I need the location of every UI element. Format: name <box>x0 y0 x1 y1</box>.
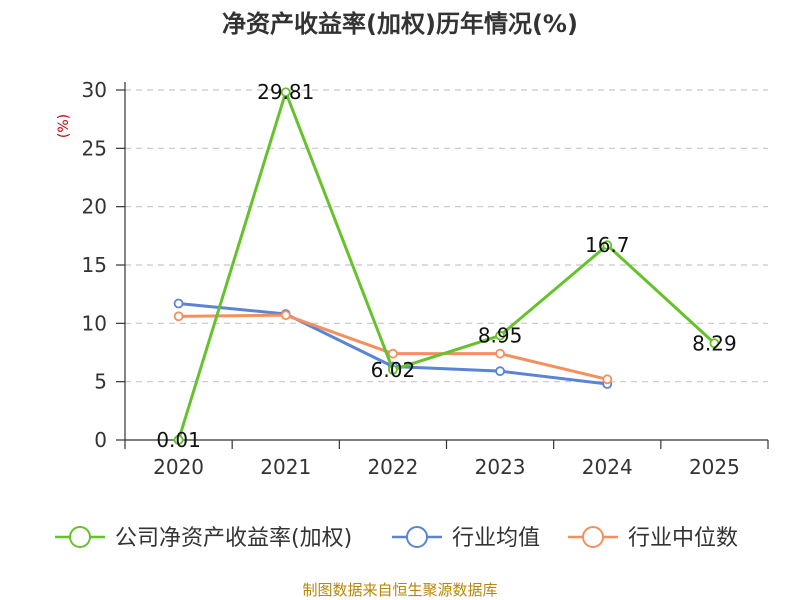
series-0-point-2021 <box>280 87 291 98</box>
legend-label-2: 行业中位数 <box>628 526 738 551</box>
y-tick-label-20: 20 <box>82 195 107 219</box>
data-label-2021: 29.81 <box>257 80 314 104</box>
y-tick-label-30: 30 <box>82 78 107 102</box>
y-tick-label-15: 15 <box>82 253 107 277</box>
legend-item-0: 公司净资产收益率(加权) <box>55 526 352 551</box>
data-label-2020: 0.01 <box>156 428 201 452</box>
chart-title: 净资产收益率(加权)历年情况(%) <box>222 10 578 38</box>
y-tick-label-10: 10 <box>82 311 107 335</box>
series-2-point-2021 <box>280 310 291 321</box>
series-2-point-2023 <box>495 348 505 359</box>
y-tick-label-5: 5 <box>94 370 107 394</box>
series-0-point-2025 <box>709 338 720 349</box>
data-label-2024: 16.7 <box>585 233 630 257</box>
series-2 <box>173 310 613 385</box>
series-1-point-2023 <box>495 366 505 377</box>
series-line-0 <box>177 90 716 441</box>
data-label-2022: 6.02 <box>371 358 416 382</box>
series-0-point-2024 <box>602 240 613 251</box>
series-1-point-2020 <box>173 298 184 309</box>
y-tick-label-0: 0 <box>94 428 107 452</box>
x-tick-label-2023: 2023 <box>475 455 526 479</box>
x-tick-label-2020: 2020 <box>153 455 204 479</box>
source-note: 制图数据来自恒生聚源数据库 <box>302 581 497 599</box>
y-axis-unit-label: (%) <box>56 114 72 138</box>
legend-label-0: 公司净资产收益率(加权) <box>115 526 352 551</box>
legend: 公司净资产收益率(加权) 行业均值 行业中位数 <box>55 526 738 551</box>
y-tick-label-25: 25 <box>82 136 107 160</box>
legend-marker-2 <box>582 526 604 548</box>
x-tick-label-2025: 2025 <box>689 455 740 479</box>
series-0-point-2020 <box>173 434 184 445</box>
legend-marker-0 <box>69 526 91 548</box>
series-2-point-2022 <box>388 348 398 359</box>
series-0-point-2022 <box>388 364 398 375</box>
series-2-point-2024 <box>602 374 613 385</box>
data-labels: 0.01 29.81 6.02 8.95 16.7 8.29 <box>156 80 736 452</box>
gridlines <box>125 89 768 383</box>
legend-marker-1 <box>406 526 428 548</box>
series-0 <box>173 87 720 445</box>
data-label-2023: 8.95 <box>478 324 523 348</box>
legend-label-1: 行业均值 <box>452 526 540 551</box>
legend-item-1: 行业均值 <box>392 526 540 551</box>
data-label-2025: 8.29 <box>692 331 737 355</box>
legend-item-2: 行业中位数 <box>568 526 738 551</box>
series-2-point-2020 <box>173 311 184 322</box>
series-0-point-2023 <box>495 330 505 341</box>
x-tick-label-2022: 2022 <box>367 455 418 479</box>
x-tick-label-2024: 2024 <box>582 455 633 479</box>
x-tick-label-2021: 2021 <box>260 455 311 479</box>
series-lines <box>173 87 720 445</box>
